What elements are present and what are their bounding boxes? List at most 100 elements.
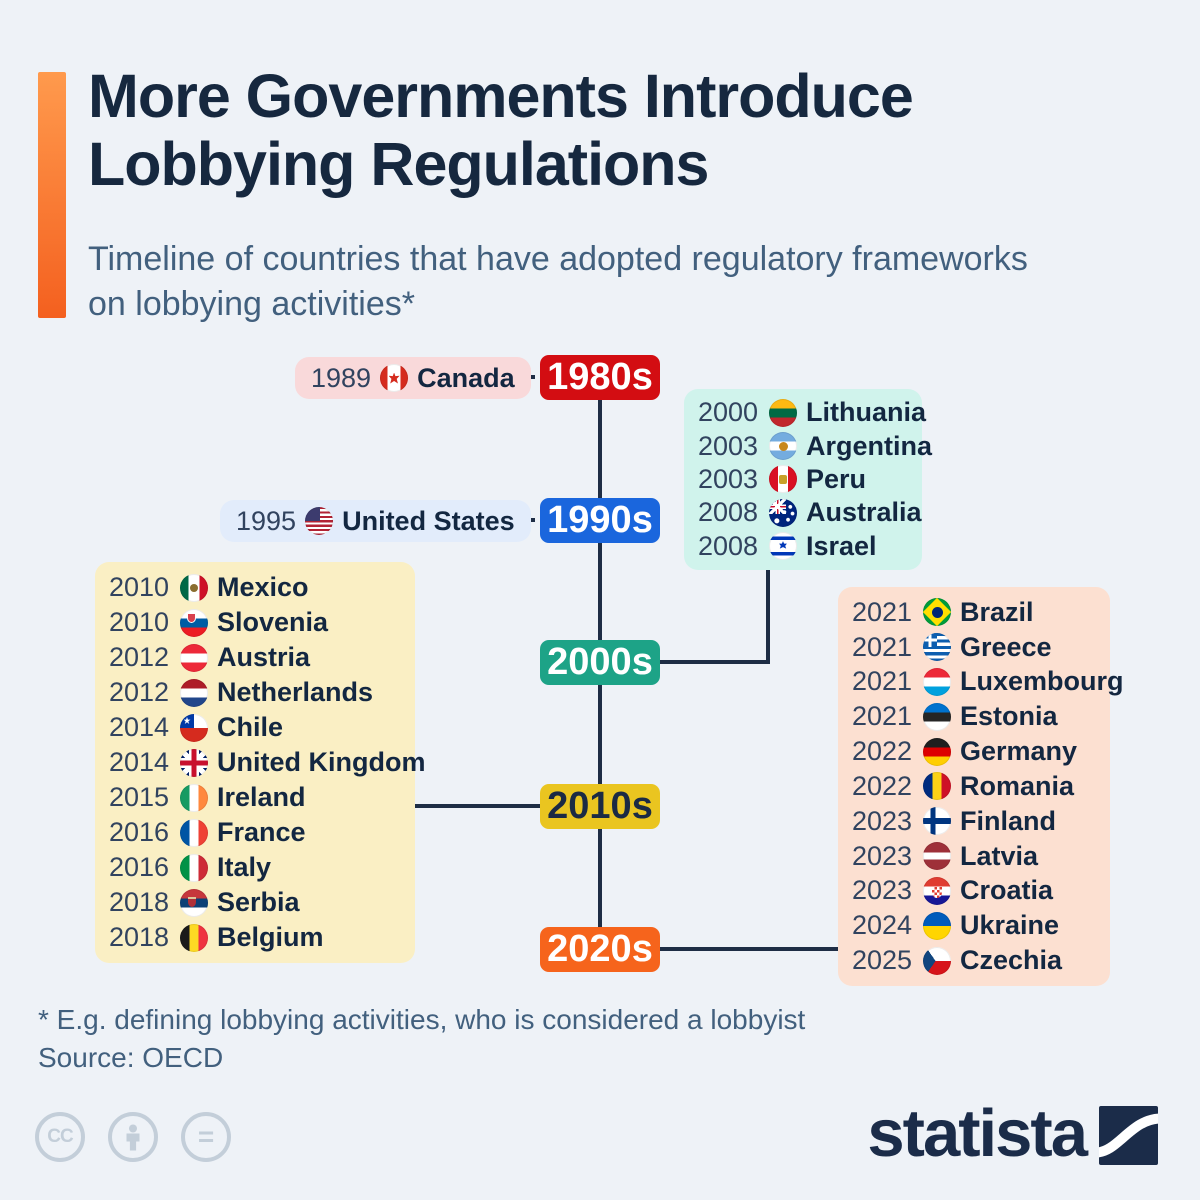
entry-country: Austria (217, 642, 311, 672)
entry-country: Czechia (960, 945, 1063, 976)
statista-logo-mark (1099, 1106, 1158, 1165)
country-entry-row: 2023 Latvia (852, 841, 1096, 872)
country-entry-row: 2024 Ukraine (852, 910, 1096, 941)
country-entry-row: 2022 Romania (852, 771, 1096, 802)
country-entry-row: 2012 Netherlands (109, 677, 401, 708)
entry-year: 2022 (852, 770, 913, 801)
entry-year: 2015 (109, 782, 170, 812)
entry-year: 2021 (852, 596, 913, 627)
country-flag-icon (180, 573, 208, 602)
country-flag-icon (923, 911, 951, 940)
footnote: * E.g. defining lobbying activities, who… (38, 1004, 806, 1035)
country-group-2000s: 2000 Lithuania 2003 Argentina 2003 Peru … (684, 389, 932, 570)
entry-year: 2023 (852, 840, 913, 871)
entry-year: 2012 (109, 642, 170, 672)
entry-country: Luxembourg (960, 666, 1124, 697)
entry-year: 2021 (852, 631, 913, 662)
country-entry-row: 2000 Lithuania (698, 397, 926, 428)
entry-year: 2016 (109, 852, 170, 882)
country-flag-icon (923, 842, 951, 871)
source-label: Source: OECD (38, 1042, 224, 1073)
entry-year: 2003 (698, 430, 759, 461)
entry-year: 2003 (698, 463, 759, 494)
entry-year: 2018 (109, 922, 170, 952)
entry-year: 2018 (109, 887, 170, 917)
entry-year: 2023 (852, 805, 913, 836)
decade-badge-1990s: 1990s (540, 498, 660, 543)
entry-country: Italy (217, 852, 272, 882)
country-flag-icon (923, 667, 951, 696)
statista-wordmark: statista (867, 1096, 1088, 1171)
entry-year: 2010 (109, 572, 170, 602)
entry-country: Chile (217, 712, 284, 742)
country-flag-icon (180, 748, 208, 777)
country-entry-row: 2021 Estonia (852, 701, 1096, 732)
entry-year: 1989 (311, 362, 372, 393)
country-group-2020s: 2021 Brazil 2021 Greece 2021 Luxembourg … (838, 587, 1124, 986)
country-entry-row: 2012 Austria (109, 642, 401, 673)
entry-year: 2023 (852, 875, 913, 906)
country-flag-icon (180, 678, 208, 707)
country-entry-row: 2021 Luxembourg (852, 666, 1124, 697)
entry-year: 2008 (698, 530, 759, 561)
attribution-icon (108, 1112, 158, 1162)
entry-country: Belgium (217, 922, 324, 952)
entry-year: 2021 (852, 701, 913, 732)
license-icons: CC = (35, 1112, 231, 1162)
decade-badge-2020s: 2020s (540, 927, 660, 972)
country-flag-icon (180, 608, 208, 637)
country-entry-row: 2023 Finland (852, 806, 1096, 837)
decade-badge-2010s: 2010s (540, 784, 660, 829)
country-entry-row: 2021 Brazil (852, 597, 1096, 628)
entry-year: 2022 (852, 736, 913, 767)
entry-country: Latvia (960, 840, 1039, 871)
entry-country: Finland (960, 805, 1056, 836)
entry-year: 2021 (852, 666, 913, 697)
country-flag-icon (923, 772, 951, 801)
entry-year: 2025 (852, 945, 913, 976)
country-entry-row: 2018 Belgium (109, 922, 401, 953)
country-entry-row: 2014 Chile (109, 712, 401, 743)
no-derivatives-icon: = (181, 1112, 231, 1162)
entry-country: Lithuania (806, 397, 926, 428)
country-entry-row: 2016 Italy (109, 852, 401, 883)
country-flag-icon (923, 946, 951, 975)
connector-2020s (660, 947, 840, 951)
country-flag-icon (769, 398, 797, 427)
country-flag-icon (769, 432, 797, 461)
country-entry-row: 2010 Slovenia (109, 607, 401, 638)
united-states-flag-icon (305, 507, 334, 535)
entry-country: Romania (960, 770, 1075, 801)
entry-year: 1995 (236, 505, 297, 536)
entry-country: Argentina (806, 430, 933, 461)
country-flag-icon (180, 818, 208, 847)
country-entry-row: 2003 Argentina (698, 430, 932, 462)
entry-country: France (217, 817, 306, 847)
entry-country: Estonia (960, 701, 1058, 732)
cc-icon: CC (35, 1112, 85, 1162)
title-line-1: More Governments Introduce (88, 62, 914, 130)
entry-country: Canada (417, 362, 515, 393)
country-entry-row: 2018 Serbia (109, 887, 401, 918)
country-flag-icon (180, 853, 208, 882)
page-subtitle: Timeline of countries that have adopted … (88, 240, 1028, 323)
country-entry-row: 2025 Czechia (852, 945, 1096, 976)
entry-country: Serbia (217, 887, 300, 917)
country-flag-icon (923, 633, 951, 662)
statista-logo: statista (867, 1096, 1158, 1171)
country-flag-icon (923, 807, 951, 836)
entry-united-states: 1995 United States (220, 500, 531, 542)
decade-badge-2000s: 2000s (540, 640, 660, 685)
country-entry-row: 2021 Greece (852, 632, 1096, 663)
entry-country: Brazil (960, 596, 1034, 627)
entry-country: Germany (960, 736, 1078, 767)
entry-year: 2016 (109, 817, 170, 847)
country-entry-row: 2015 Ireland (109, 782, 401, 813)
decade-badge-1980s: 1980s (540, 355, 660, 400)
canada-flag-icon (380, 364, 409, 392)
country-flag-icon (923, 876, 951, 905)
country-flag-icon (769, 532, 797, 561)
entry-country: United States (342, 505, 515, 536)
country-flag-icon (180, 783, 208, 812)
entry-year: 2014 (109, 712, 170, 742)
